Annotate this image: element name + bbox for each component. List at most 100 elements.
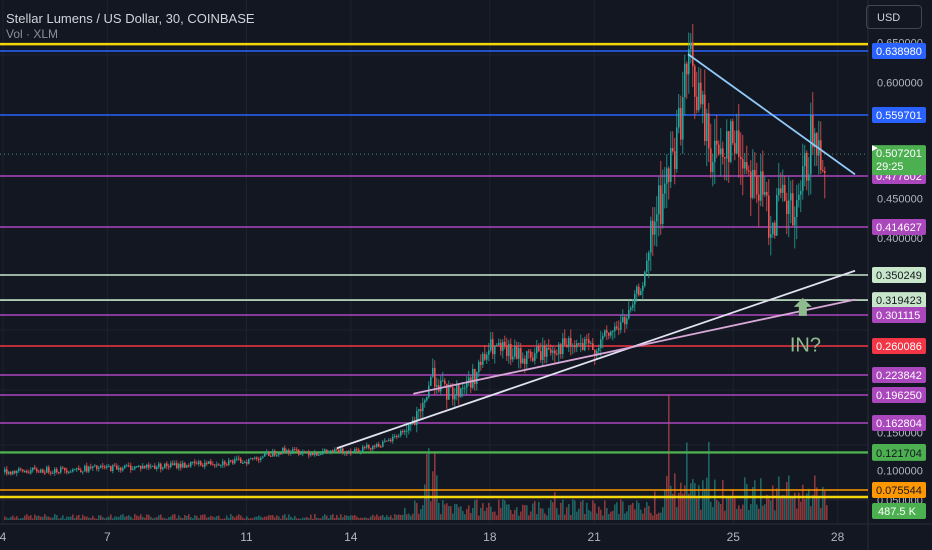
candle-body	[824, 170, 826, 174]
volume-bar	[630, 504, 632, 520]
volume-bar	[752, 487, 754, 520]
volume-bar	[364, 517, 366, 520]
volume-bar	[276, 515, 278, 520]
volume-bar	[272, 515, 274, 520]
volume-bar	[14, 517, 16, 520]
candle-body	[298, 450, 300, 455]
volume-bar	[28, 516, 30, 520]
candle-body	[472, 368, 474, 388]
candle-body	[52, 472, 54, 474]
volume-bar	[234, 517, 236, 520]
volume-bar	[454, 503, 456, 520]
candle-body	[30, 470, 32, 474]
candle-body	[120, 467, 122, 471]
volume-bar	[224, 518, 226, 520]
volume-bar	[450, 506, 452, 520]
volume-bar	[156, 517, 158, 520]
volume-bar	[518, 515, 520, 520]
volume-bar	[126, 516, 128, 520]
volume-bar	[522, 504, 524, 520]
volume-bar	[440, 514, 442, 520]
volume-bar	[216, 516, 218, 520]
candle-body	[566, 344, 568, 348]
candle-body	[688, 49, 690, 75]
volume-bar	[228, 517, 230, 520]
candle-body	[774, 222, 776, 236]
candle-body	[746, 162, 748, 171]
volume-bar	[252, 518, 254, 520]
candle-body	[48, 467, 50, 473]
volume-bar	[738, 505, 740, 520]
candle-body	[38, 471, 40, 473]
candle-body	[266, 451, 268, 454]
candle-body	[94, 465, 96, 467]
candle-body	[4, 469, 6, 472]
candle-body	[794, 217, 796, 226]
volume-bar	[682, 493, 684, 520]
candle-body	[334, 449, 336, 453]
candle-body	[280, 452, 282, 454]
volume-bar	[808, 488, 810, 520]
candle-body	[560, 344, 562, 355]
candle-body	[420, 409, 422, 412]
volume-bar	[402, 514, 404, 520]
volume-bar	[56, 515, 58, 520]
candle-body	[570, 338, 572, 347]
candle-body	[262, 456, 264, 458]
volume-bar	[492, 511, 494, 520]
candle-body	[164, 463, 166, 468]
candle-body	[248, 459, 250, 464]
candle-body	[192, 461, 194, 463]
candle-body	[238, 458, 240, 460]
candle-body	[256, 457, 258, 459]
candle-body	[102, 465, 104, 467]
level-price-tag	[872, 338, 926, 354]
currency-button[interactable]: USD	[866, 5, 922, 29]
volume-bar	[642, 513, 644, 520]
volume-bar	[820, 507, 822, 520]
volume-bar	[410, 515, 412, 520]
candle-body	[26, 470, 28, 473]
candle-body	[690, 42, 692, 50]
volume-bar	[556, 508, 558, 520]
candle-body	[702, 94, 704, 105]
candle-body	[356, 449, 358, 451]
volume-bar	[296, 518, 298, 520]
volume-bar	[632, 502, 634, 520]
volume-bar	[448, 506, 450, 520]
volume-bar	[446, 503, 448, 520]
candle-body	[330, 450, 332, 452]
volume-bar	[782, 495, 784, 520]
volume-bar	[474, 500, 476, 520]
volume-bar	[306, 516, 308, 520]
volume-bar	[772, 485, 774, 520]
candle-body	[98, 467, 100, 469]
volume-bar	[614, 504, 616, 520]
candle-body	[260, 457, 262, 460]
volume-bar	[236, 515, 238, 520]
volume-bar	[362, 517, 364, 520]
volume-bar	[140, 514, 142, 520]
candle-body	[582, 343, 584, 351]
volume-bar	[482, 503, 484, 520]
candle-body	[464, 387, 466, 389]
volume-bar	[428, 448, 430, 520]
volume-bar	[510, 509, 512, 520]
candle-body	[406, 430, 408, 432]
candle-body	[314, 452, 316, 455]
volume-bar	[806, 493, 808, 520]
candle-body	[28, 472, 30, 474]
volume-bar	[602, 515, 604, 520]
volume-bar	[332, 514, 334, 520]
level-price-tag	[872, 387, 926, 403]
candle-body	[720, 148, 722, 155]
candle-body	[398, 435, 400, 437]
candle-body	[740, 157, 742, 160]
volume-bar	[170, 516, 172, 520]
volume-bar	[230, 514, 232, 520]
volume-bar	[662, 507, 664, 520]
level-price-text: 0.196250	[876, 390, 922, 402]
volume-bar	[174, 514, 176, 520]
volume-bar	[290, 516, 292, 520]
